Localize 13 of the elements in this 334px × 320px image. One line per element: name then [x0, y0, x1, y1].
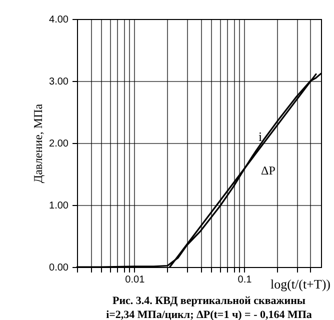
annotation: ΔP [261, 164, 276, 178]
y-tick-label: 0.00 [49, 262, 69, 274]
annotation: i [258, 128, 263, 144]
x-tick-label: 0.01 [125, 274, 146, 286]
y-axis-title: Давление, МПа [31, 103, 46, 184]
y-tick-label: 4.00 [49, 14, 69, 26]
y-tick-label: 3.00 [49, 76, 69, 88]
x-axis-title: log(t/(t+T)) [270, 276, 330, 292]
y-tick-label: 2.00 [49, 138, 69, 150]
text: i=2,34 МПа/цикл; ΔP(t=1 ч) = - 0,164 МПа [106, 309, 312, 320]
y-tick-label: 1.00 [49, 200, 69, 212]
text: Рис. 3.4. КВД вертикальной скважины [112, 295, 306, 307]
x-tick-label: 0.1 [238, 274, 252, 286]
